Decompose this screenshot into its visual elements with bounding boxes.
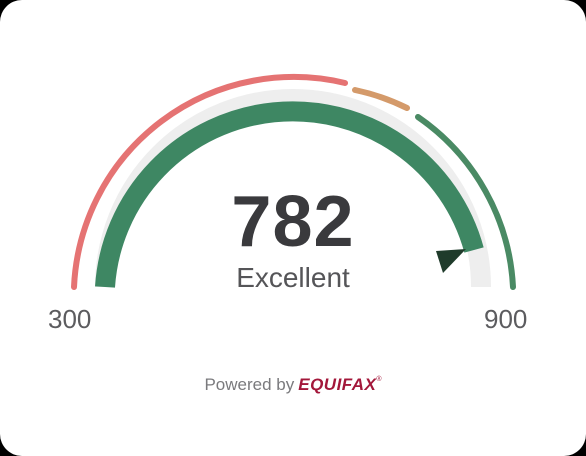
gauge-band-good [415, 114, 516, 290]
gauge-range-min: 300 [48, 304, 92, 334]
score-marker-icon [436, 249, 466, 273]
trademark-symbol: ® [376, 376, 382, 383]
gauge-band-poor [71, 73, 348, 290]
gauge-band-fair [352, 87, 410, 111]
powered-by: Powered by EQUIFAX® [0, 376, 586, 393]
powered-by-label: Powered by [204, 375, 295, 394]
credit-score-rating: Excellent [236, 262, 350, 293]
gauge-range-max: 900 [484, 304, 528, 334]
credit-score-value: 782 [231, 182, 355, 262]
equifax-logo: EQUIFAX [298, 375, 377, 394]
gauge-progress [95, 101, 484, 288]
